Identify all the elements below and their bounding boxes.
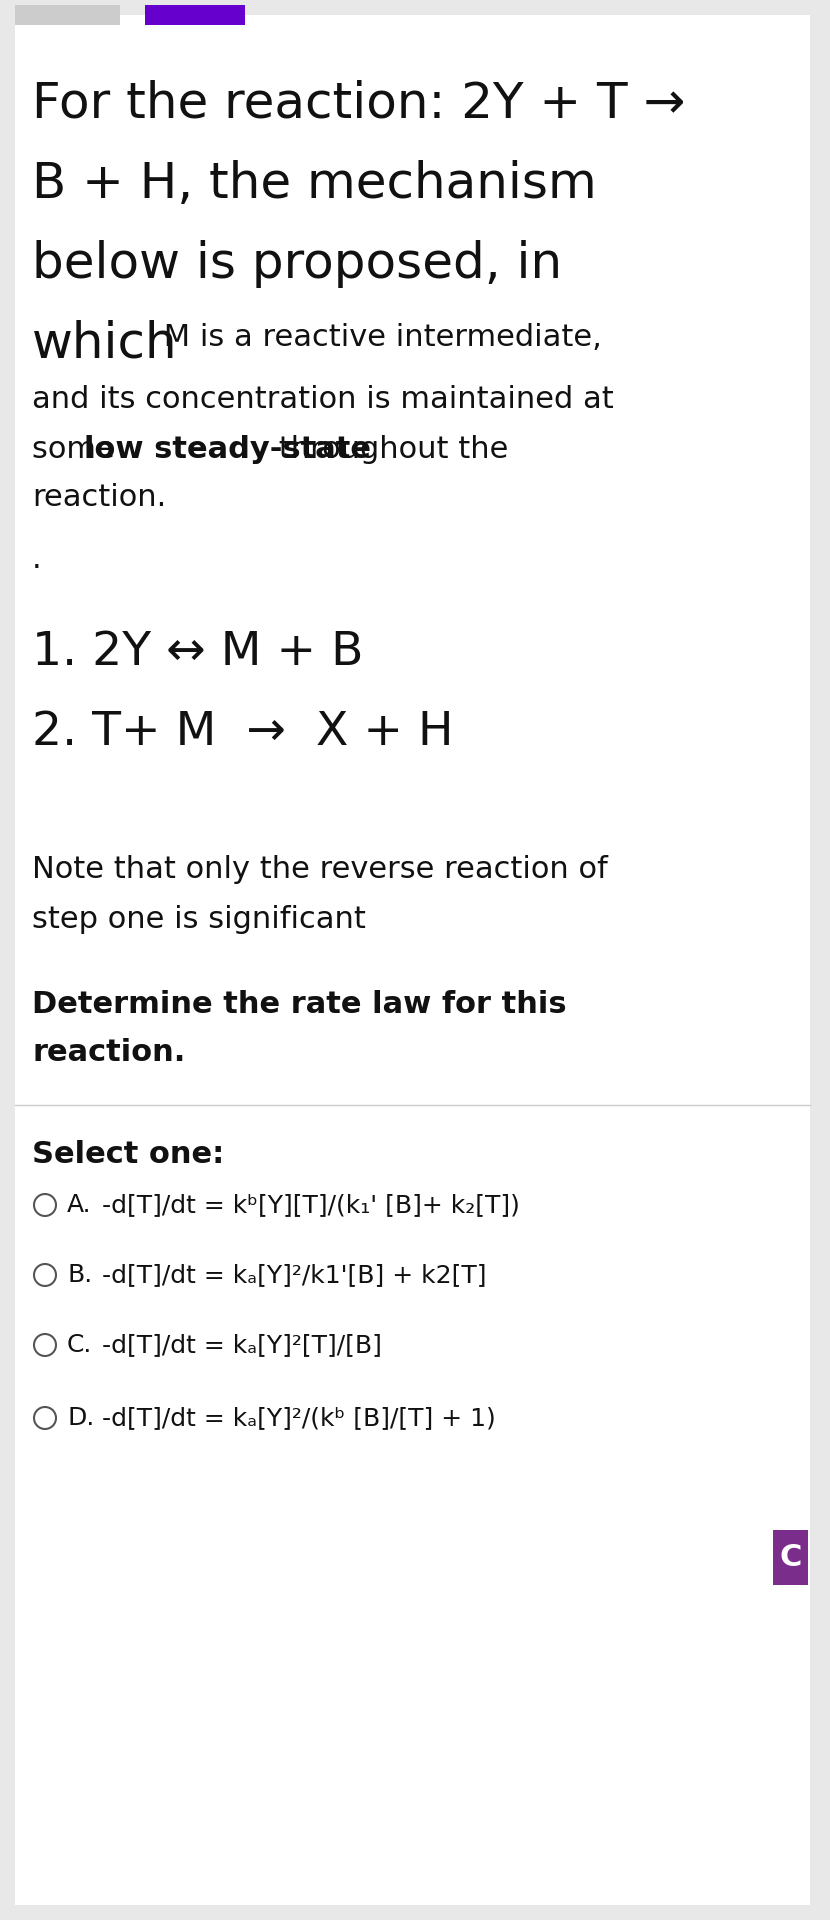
Bar	[773, 1530, 808, 1586]
Text: -d[T]/dt = kₐ[Y]²/(kᵇ [B]/[T] + 1): -d[T]/dt = kₐ[Y]²/(kᵇ [B]/[T] + 1)	[102, 1405, 496, 1430]
Text: -d[T]/dt = kᵇ[Y][T]/(k₁' [B]+ k₂[T]): -d[T]/dt = kᵇ[Y][T]/(k₁' [B]+ k₂[T])	[102, 1192, 520, 1217]
Text: C: C	[779, 1544, 802, 1572]
Text: D.: D.	[67, 1405, 95, 1430]
Text: For the reaction: 2Y + T →: For the reaction: 2Y + T →	[32, 81, 686, 129]
Text: low steady-state: low steady-state	[84, 436, 371, 465]
Text: C.: C.	[67, 1332, 92, 1357]
Text: some: some	[32, 436, 124, 465]
Text: step one is significant: step one is significant	[32, 904, 366, 933]
Bar	[15, 6, 120, 25]
Text: reaction.: reaction.	[32, 484, 166, 513]
Text: 1. 2Y ↔ M + B: 1. 2Y ↔ M + B	[32, 630, 364, 676]
Text: -d[T]/dt = kₐ[Y]²[T]/[B]: -d[T]/dt = kₐ[Y]²[T]/[B]	[102, 1332, 382, 1357]
Text: throughout the: throughout the	[269, 436, 508, 465]
Text: .: .	[32, 545, 42, 574]
Text: Select one:: Select one:	[32, 1140, 224, 1169]
Text: Determine the rate law for this: Determine the rate law for this	[32, 991, 567, 1020]
Text: B.: B.	[67, 1263, 92, 1286]
Text: -d[T]/dt = kₐ[Y]²/k1'[B] + k2[T]: -d[T]/dt = kₐ[Y]²/k1'[B] + k2[T]	[102, 1263, 486, 1286]
Text: M is a reactive intermediate,: M is a reactive intermediate,	[154, 323, 602, 351]
Text: Note that only the reverse reaction of: Note that only the reverse reaction of	[32, 854, 608, 883]
Text: reaction.: reaction.	[32, 1039, 185, 1068]
Text: 2. T+ M  →  X + H: 2. T+ M → X + H	[32, 710, 453, 755]
Text: below is proposed, in: below is proposed, in	[32, 240, 562, 288]
Text: which: which	[32, 321, 178, 369]
Text: B + H, the mechanism: B + H, the mechanism	[32, 159, 597, 207]
Text: A.: A.	[67, 1192, 91, 1217]
Bar	[145, 6, 245, 25]
Text: and its concentration is maintained at: and its concentration is maintained at	[32, 386, 613, 415]
